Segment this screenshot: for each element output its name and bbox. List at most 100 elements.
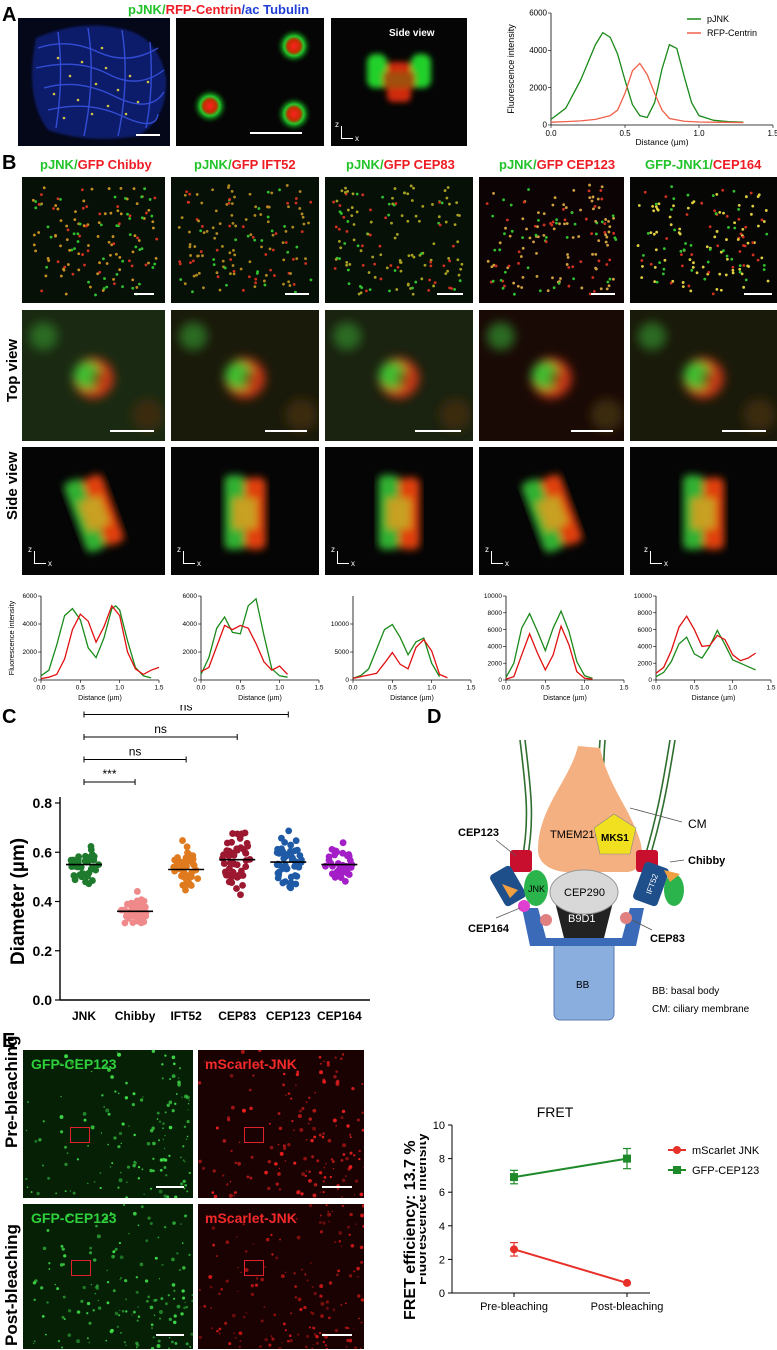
speckle <box>179 1269 181 1271</box>
centriole-dot <box>278 188 281 192</box>
centriole-dot <box>346 268 350 272</box>
centriole-dot <box>371 255 375 259</box>
side-image <box>682 475 725 550</box>
centriole-dot <box>128 214 132 218</box>
speckle <box>323 1060 325 1063</box>
centriole-dot <box>260 245 263 249</box>
speckle <box>291 1120 294 1123</box>
speckle <box>46 1301 49 1304</box>
speckle <box>306 1279 309 1282</box>
speckle <box>316 1159 320 1163</box>
centriole-dot <box>192 274 196 278</box>
speckle <box>133 1160 136 1164</box>
speckle <box>125 1196 129 1198</box>
centriole-dot <box>345 263 349 267</box>
centriole-dot <box>62 267 65 271</box>
centriole-dot <box>393 187 397 190</box>
speckle <box>277 1143 280 1146</box>
speckle <box>132 1211 137 1216</box>
centriole-dot <box>460 262 464 266</box>
centriole-dot <box>202 286 205 290</box>
significance-label: *** <box>103 767 117 781</box>
speckle <box>60 1130 64 1134</box>
centriole-dot <box>637 204 641 207</box>
data-point <box>194 875 202 883</box>
speckle <box>250 1283 255 1288</box>
centriole-dot <box>295 257 299 261</box>
speckle <box>268 1343 272 1347</box>
axis-x: x <box>48 559 52 568</box>
scale-bar <box>110 430 154 432</box>
x-tick-label: 0.0 <box>348 685 357 692</box>
image-b-cep123-overview <box>479 177 624 303</box>
speckle <box>183 1306 186 1310</box>
centriole-dot <box>600 185 604 189</box>
centriole-dot <box>711 292 715 296</box>
speckle <box>93 1258 97 1262</box>
speckle <box>327 1212 332 1217</box>
speckle <box>288 1334 292 1338</box>
cep290-shape <box>549 869 619 915</box>
column-header: pJNK/GFP CEP123 <box>499 157 615 172</box>
data-point <box>285 827 293 835</box>
centriole-dot <box>294 201 298 205</box>
data-point <box>87 846 95 854</box>
speckle <box>45 1333 47 1336</box>
speckle <box>260 1277 264 1282</box>
centriole-dot <box>747 265 751 268</box>
centriole-dot <box>662 247 666 251</box>
centriole-dot <box>114 252 118 256</box>
title-rfp-centrin: RFP-Centrin <box>165 2 242 17</box>
centriole-dot <box>193 245 197 248</box>
centriole-dot <box>570 211 574 215</box>
centriole-dot <box>300 212 304 216</box>
speckle <box>199 1306 201 1309</box>
centriole-dot <box>664 195 668 199</box>
centriole-dot <box>83 263 86 267</box>
speckle <box>341 1109 346 1114</box>
series-line <box>200 597 288 678</box>
centriole-dot <box>143 187 147 191</box>
side-image <box>521 474 583 553</box>
centriole-dot <box>399 260 402 264</box>
speckle <box>267 1186 271 1191</box>
diagram-d-transition-zone: CM TMEM216 MKS1 BB B9D1 CEP290 JNK IFT52… <box>458 740 750 1021</box>
speckle <box>278 1126 283 1131</box>
data-point <box>220 860 228 868</box>
speckle <box>265 1237 270 1242</box>
scale-bar <box>136 134 160 136</box>
centriole-dot <box>590 232 594 236</box>
centriole-dot <box>448 259 452 263</box>
speckle <box>295 1217 298 1221</box>
speckle <box>228 1193 233 1198</box>
data-point <box>90 853 98 860</box>
speckle <box>348 1233 351 1236</box>
centriole-dot <box>103 212 107 216</box>
y-tick-label: 0 <box>439 1288 445 1300</box>
centriole-dot <box>72 232 76 236</box>
centriole-dot <box>212 258 216 261</box>
speckle <box>282 1146 287 1151</box>
row-label-side-view: Side view <box>4 451 21 520</box>
speckle <box>34 1279 38 1283</box>
speckle <box>162 1127 164 1130</box>
speckle <box>46 1229 50 1232</box>
speckle <box>353 1194 356 1196</box>
speckle <box>322 1191 325 1194</box>
centriole-dot <box>652 232 656 236</box>
centriole-dot <box>189 254 192 257</box>
speckle <box>319 1214 322 1217</box>
centriole-dot <box>588 183 591 187</box>
centriole-dot <box>202 231 206 235</box>
centriole-dot <box>406 192 410 196</box>
y-tick-label: 6000 <box>183 593 198 600</box>
label-gfp-cep123: GFP-CEP123 <box>31 1210 117 1226</box>
speckle <box>86 1301 91 1306</box>
speckle <box>188 1099 190 1101</box>
centriole-dot <box>499 278 503 282</box>
data-point <box>121 919 129 927</box>
centriole-dot <box>427 288 431 292</box>
speckle <box>186 1190 189 1193</box>
